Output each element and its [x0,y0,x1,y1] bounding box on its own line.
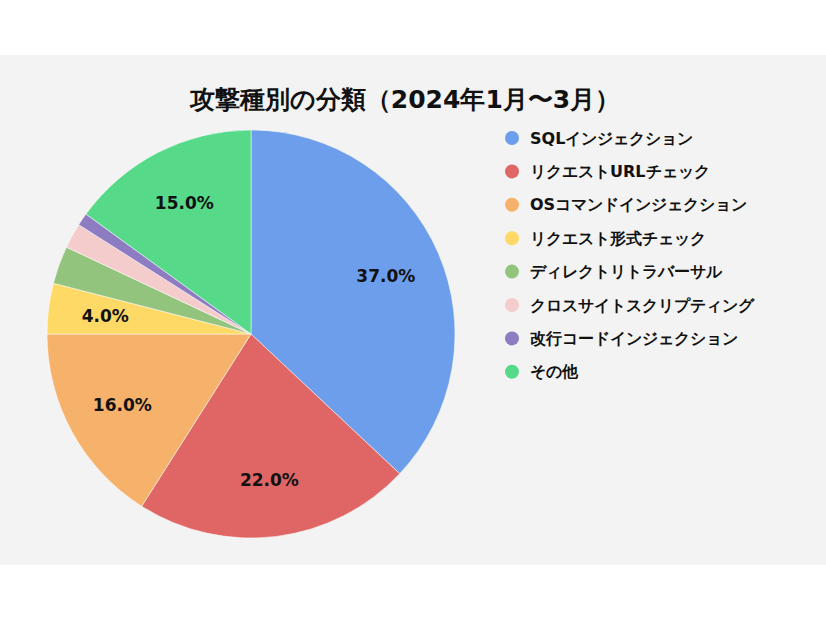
legend-item: 改行コードインジェクション [505,329,738,348]
data-label: 16.0% [93,395,152,415]
legend-item: リクエスト形式チェック [505,229,706,248]
chart: 攻撃種別の分類（2024年1月〜3月） 37.0% 22.0% 16.0% 4.0% 15… [0,0,826,620]
data-label: 22.0% [240,470,299,490]
legend-marker [505,198,519,212]
pie [47,130,455,538]
legend-marker [505,131,519,145]
legend-label: 改行コードインジェクション [530,329,738,348]
legend-item: その他 [505,362,579,381]
legend-item: クロスサイトスクリプティング [505,296,755,315]
data-label: 37.0% [356,266,415,286]
legend-item: ディレクトリトラバーサル [505,262,723,281]
legend-label: その他 [530,362,579,381]
legend: SQLインジェクションリクエストURLチェック OSコマンドインジェクションリクエ… [505,129,755,382]
data-label: 4.0% [82,306,129,326]
legend-label: クロスサイトスクリプティング [530,296,755,315]
title: 攻撃種別の分類（2024年1月〜3月） [189,85,620,114]
legend-item: OSコマンドインジェクション [505,195,747,214]
legend-marker [505,365,519,379]
legend-label: リクエスト形式チェック [530,229,706,248]
legend-label: ディレクトリトラバーサル [530,262,723,281]
legend-item: リクエストURLチェック [505,162,710,181]
legend-label: SQLインジェクション [530,129,693,148]
legend-marker [505,231,519,245]
data-labels: 37.0% 22.0% 16.0% 4.0% 15.0% [82,193,416,490]
legend-marker [505,298,519,312]
legend-item: SQLインジェクション [505,129,693,148]
data-label: 15.0% [155,193,214,213]
background [0,55,826,565]
legend-marker [505,331,519,345]
legend-label: リクエストURLチェック [530,162,710,181]
slice [86,130,251,334]
legend-marker [505,265,519,279]
legend-label: OSコマンドインジェクション [530,195,747,214]
slice [47,334,251,506]
legend-marker [505,164,519,178]
